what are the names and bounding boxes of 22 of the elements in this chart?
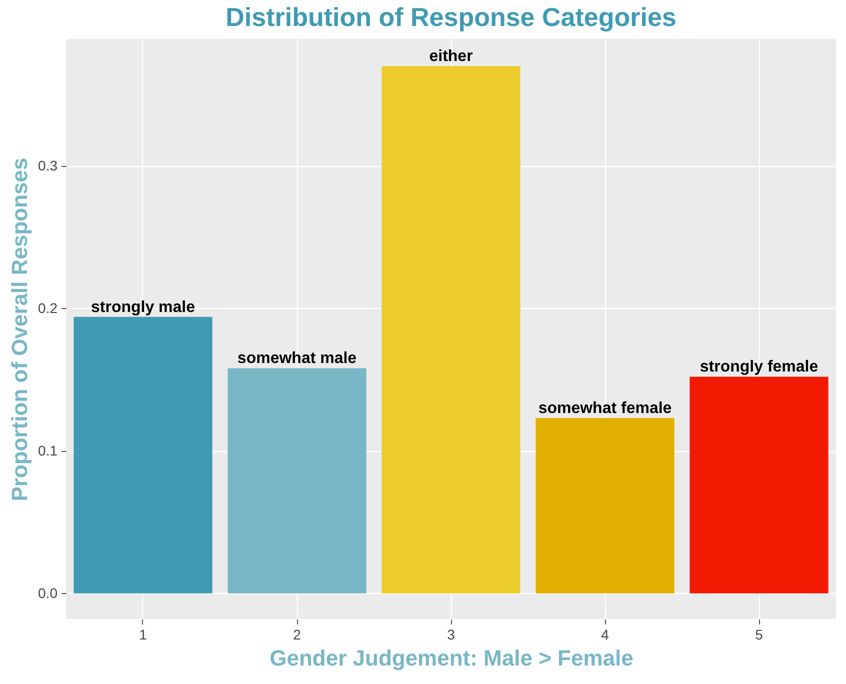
- annotation: strongly female: [700, 358, 818, 376]
- y-tick-label: 0.3: [38, 157, 58, 174]
- bar: [382, 66, 520, 594]
- bar: [228, 368, 366, 594]
- y-tick-label: 0.1: [38, 442, 58, 458]
- chart-title: Distribution of Response Categories: [226, 2, 676, 32]
- annotation: either: [429, 48, 473, 66]
- x-tick-label: 2: [293, 626, 302, 642]
- y-tick-label: 0.0: [38, 584, 58, 601]
- annotation: somewhat male: [237, 350, 357, 368]
- bar: [74, 316, 212, 594]
- annotation: strongly male: [90, 298, 196, 316]
- x-tick-label: 1: [139, 626, 148, 642]
- x-tick-label: 5: [755, 626, 764, 642]
- bar: [690, 376, 828, 594]
- x-axis-title: Gender Judgement: Male > Female: [270, 646, 634, 670]
- annotation: somewhat female: [538, 400, 672, 418]
- x-tick-label: 4: [601, 626, 610, 642]
- y-tick-label: 0.2: [38, 300, 58, 316]
- x-tick-label: 3: [447, 626, 456, 642]
- y-axis-title: Proportion of Overall Responses: [7, 158, 32, 502]
- bar: [536, 418, 674, 594]
